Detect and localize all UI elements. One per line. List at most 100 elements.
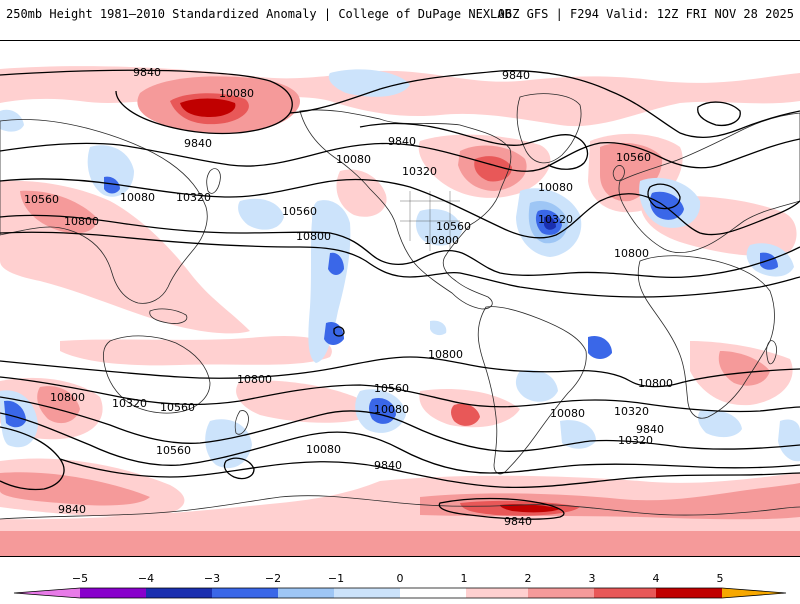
contour-10080-south — [0, 412, 800, 474]
negative-anomaly-region — [205, 419, 252, 469]
positive-anomaly-region — [0, 472, 150, 506]
contour-10800-mid — [0, 231, 800, 298]
contour-label: 10320 — [614, 405, 649, 418]
contour-closed-low-4 — [333, 326, 345, 337]
antarctica-coastline — [0, 495, 800, 520]
contour-label: 10560 — [282, 205, 317, 218]
south-america-coastline — [477, 306, 587, 475]
contour-label: 10560 — [156, 444, 191, 457]
indonesia-coastline — [149, 308, 188, 324]
negative-anomaly-region — [588, 335, 612, 359]
strong-negative-anomaly-core — [544, 216, 556, 230]
contour-label: 10800 — [64, 215, 99, 228]
uk-coastline — [612, 165, 625, 181]
colorbar-segment — [722, 588, 786, 598]
contour-label: 10800 — [638, 377, 673, 390]
height-contours — [0, 69, 800, 520]
positive-anomaly-region — [0, 531, 800, 556]
negative-anomaly-region — [328, 252, 344, 275]
chart-title: 250mb Height 1981–2010 Standardized Anom… — [6, 7, 512, 21]
positive-anomaly-region — [336, 169, 387, 217]
contour-10560-mid — [0, 214, 800, 279]
colorbar-tick-label: −1 — [328, 572, 344, 585]
positive-anomaly-region — [60, 335, 332, 366]
negative-anomaly-region — [328, 69, 410, 97]
colorbar-tick-label: 3 — [589, 572, 596, 585]
contour-label: 10320 — [176, 191, 211, 204]
colorbar-segment — [146, 588, 212, 598]
contour-closed-low-2 — [647, 183, 681, 210]
colorbar-segment — [466, 588, 528, 598]
negative-anomaly-region — [515, 369, 558, 402]
new-zealand-coastline — [234, 410, 249, 435]
negative-anomaly-region — [650, 191, 684, 220]
colorbar-graphic: −5 −4 −3 −2 −1 0 1 2 3 4 5 — [13, 572, 787, 599]
model-valid-time: 06Z GFS | F294 Valid: 12Z FRI NOV 28 202… — [497, 7, 794, 21]
colorbar-tick-label: −2 — [265, 572, 281, 585]
map-frame[interactable]: 9840 10080 9840 9840 9840 10080 10320 10… — [0, 40, 800, 557]
negative-anomaly-region — [430, 320, 447, 336]
contour-label: 10560 — [436, 220, 471, 233]
contour-label: 10800 — [296, 230, 331, 243]
contour-closed-low-1 — [223, 457, 255, 480]
colorbar-tick-label: 1 — [461, 572, 468, 585]
negative-anomaly-region — [238, 198, 284, 230]
colorbar-segment — [212, 588, 278, 598]
contour-labels: 9840 10080 9840 9840 9840 10080 10320 10… — [24, 66, 673, 528]
contour-label: 9840 — [184, 137, 212, 150]
negative-anomaly-region — [87, 145, 134, 197]
header: 250mb Height 1981–2010 Standardized Anom… — [0, 0, 800, 36]
colorbar-tick-label: −3 — [204, 572, 220, 585]
contour-label: 9840 — [58, 503, 86, 516]
contour-9840-antarctic — [438, 497, 565, 520]
contour-label: 10800 — [50, 391, 85, 404]
colorbar-tick-label: 5 — [717, 572, 724, 585]
contour-label: 10320 — [402, 165, 437, 178]
contour-label: 9840 — [636, 423, 664, 436]
colorbar-segment — [334, 588, 400, 598]
asia-west-coastline — [0, 119, 208, 304]
colorbar-ticks: −5 −4 −3 −2 −1 0 1 2 3 4 5 — [72, 572, 724, 585]
negative-anomaly-region — [0, 109, 24, 132]
negative-anomaly-region — [698, 409, 742, 438]
negative-anomaly-region — [415, 209, 462, 246]
contour-label: 9840 — [133, 66, 161, 79]
colorbar-segment — [80, 588, 146, 598]
contour-label: 9840 — [388, 135, 416, 148]
colorbar: −5 −4 −3 −2 −1 0 1 2 3 4 5 — [0, 568, 800, 600]
contour-label: 10080 — [374, 403, 409, 416]
colorbar-outline — [13, 587, 787, 599]
colorbar-segment — [400, 588, 466, 598]
colorbar-segment — [594, 588, 656, 598]
contour-label: 10800 — [428, 348, 463, 361]
strong-positive-anomaly-core — [500, 504, 560, 513]
positive-anomaly-region — [718, 351, 770, 386]
contour-label: 10320 — [112, 397, 147, 410]
madagascar-coastline — [766, 340, 777, 365]
contour-10560-south — [0, 376, 800, 413]
contour-label: 10800 — [237, 373, 272, 386]
colorbar-tick-label: −4 — [138, 572, 154, 585]
negative-anomaly-region — [760, 252, 778, 270]
contour-label: 10560 — [374, 382, 409, 395]
contour-label: 9840 — [374, 459, 402, 472]
colorbar-tick-label: −5 — [72, 572, 88, 585]
africa-coastline — [637, 255, 775, 419]
colorbar-tick-label: 4 — [653, 572, 660, 585]
contour-label: 10560 — [160, 401, 195, 414]
anomaly-map[interactable]: 9840 10080 9840 9840 9840 10080 10320 10… — [0, 41, 800, 557]
contour-closed-low-3 — [697, 101, 741, 127]
contour-label: 10800 — [424, 234, 459, 247]
contour-label: 10080 — [219, 87, 254, 100]
contour-9840-arctic — [359, 122, 589, 170]
contour-label: 10080 — [538, 181, 573, 194]
north-america-coastline — [299, 109, 512, 310]
contour-label: 10320 — [618, 434, 653, 447]
colorbar-tick-label: 0 — [397, 572, 404, 585]
japan-coastline — [206, 168, 221, 194]
positive-anomaly-region — [37, 386, 80, 424]
colorbar-segment — [278, 588, 334, 598]
positive-anomaly-region — [236, 380, 380, 423]
eurasia-coastline — [618, 112, 800, 253]
contour-10320-north — [0, 178, 800, 239]
